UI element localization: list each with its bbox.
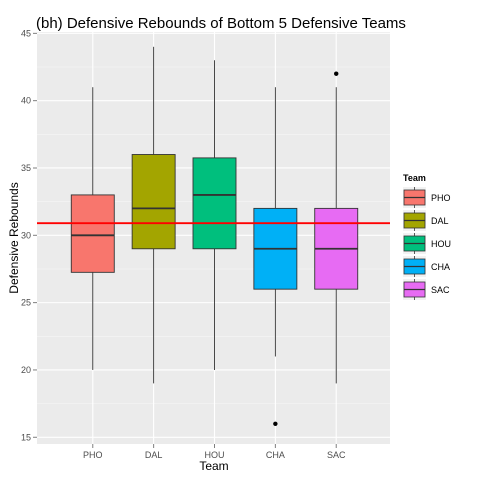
x-tick-label: SAC [327,450,346,460]
legend-item-pho: PHO [403,187,451,208]
y-tick-label: 35 [21,163,31,173]
legend-title: Team [403,173,426,183]
x-axis: PHO DAL HOU CHA SAC [83,444,346,460]
box-pho [70,87,115,370]
box-hou [192,60,237,370]
box-body [131,154,176,250]
x-tick-label: CHA [266,450,285,460]
legend-label: PHO [431,193,451,203]
legend-item-dal: DAL [403,210,449,231]
y-tick-label: 20 [21,365,31,375]
y-tick-label: 25 [21,298,31,308]
y-tick-label: 45 [21,28,31,38]
legend: Team PHO DAL HOU CHA SAC [403,173,451,300]
legend-label: CHA [431,262,450,272]
y-axis: 15 20 25 30 35 40 45 [21,28,37,442]
legend-item-sac: SAC [403,279,450,300]
boxes [70,46,359,427]
y-tick-label: 40 [21,96,31,106]
legend-label: DAL [431,216,449,226]
box-sac [314,71,359,384]
x-tick-label: DAL [145,450,163,460]
box-body [192,157,237,250]
x-tick-label: HOU [205,450,225,460]
legend-label: HOU [431,239,451,249]
chart-title: (bh) Defensive Rebounds of Bottom 5 Defe… [36,15,406,32]
outlier-point [334,71,339,76]
y-tick-label: 30 [21,230,31,240]
legend-item-hou: HOU [403,233,451,254]
box-cha [253,87,298,427]
outlier-point [273,421,278,427]
legend-label: SAC [431,285,450,295]
x-tick-label: PHO [83,450,103,460]
x-axis-title: Team [199,459,228,473]
y-tick-label: 15 [21,432,31,442]
box-body [70,194,115,273]
legend-item-cha: CHA [403,256,450,277]
y-axis-title: Defensive Rebounds [7,182,21,293]
box-dal [131,46,176,384]
